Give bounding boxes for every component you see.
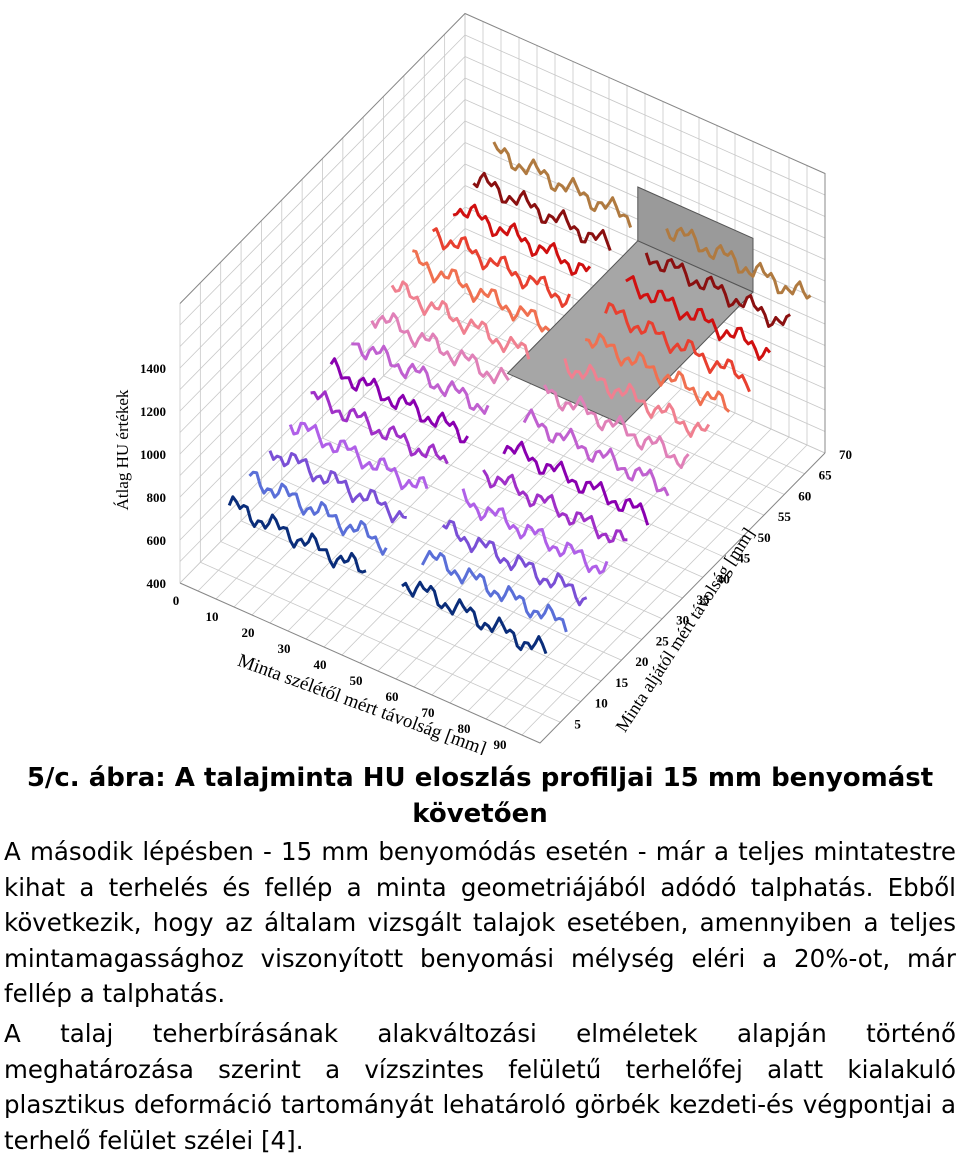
y-tick-label: 25 <box>656 633 670 648</box>
tick-labels: 400 600 800 1000 1200 1400 0 10 20 30 40 50 60 70 80 90… <box>140 361 852 755</box>
floor-grid-line <box>240 520 602 682</box>
profile-curve-right <box>441 519 588 607</box>
profile-curve-left <box>227 495 367 574</box>
profile-curve-left <box>492 141 633 228</box>
profile-curve-left <box>310 390 449 465</box>
profile-curve-left <box>248 470 388 556</box>
profile-curve-right <box>543 384 690 469</box>
wall-grid-line <box>179 185 466 476</box>
profile-curve-left <box>370 312 510 385</box>
profile-curve-left <box>431 227 571 308</box>
body-paragraph: A második lépésben - 15 mm benyomódás es… <box>4 837 956 1008</box>
floor-grid-line <box>363 396 724 557</box>
x-tick-label: 80 <box>458 721 471 736</box>
y-tick-label: 65 <box>819 468 833 483</box>
floor-grid-line <box>220 541 581 702</box>
profile-curve-right <box>461 488 609 575</box>
wall-grid-line <box>464 99 826 260</box>
profile-curve-right <box>644 252 791 328</box>
figure-caption: 5/c. ábra: A talajminta HU eloszlás prof… <box>26 763 934 829</box>
floor-grid-line <box>403 354 765 516</box>
z-tick-label: 1200 <box>140 404 166 419</box>
wall-grid-line <box>179 142 466 433</box>
profile-curve-left <box>472 171 612 252</box>
y-tick-label: 40 <box>717 571 730 586</box>
z-tick-label: 1400 <box>140 361 166 376</box>
profile-curve-right <box>563 358 711 438</box>
wall-grid-line <box>179 228 466 519</box>
floor-grid-line <box>200 561 561 723</box>
z-tick-label: 600 <box>147 533 167 548</box>
floor-grid-line <box>342 416 704 578</box>
wall-grid-line <box>179 271 466 562</box>
y-tick-label: 60 <box>798 488 811 503</box>
profile-curves <box>227 141 812 655</box>
wall-grid-line <box>179 34 466 326</box>
z-tick-label: 400 <box>147 576 167 591</box>
z-axis-label: Átlag HU értékek <box>113 389 132 510</box>
x-tick-label: 50 <box>350 673 363 688</box>
hu-profile-3d-chart: 400 600 800 1000 1200 1400 0 10 20 30 40 50 60 70 80 90… <box>113 12 852 755</box>
floor-grid-line <box>322 437 683 599</box>
wall-grid-line <box>179 77 466 369</box>
y-tick-label: 45 <box>737 551 751 566</box>
wall-grid-line <box>179 163 466 455</box>
z-tick-label: 1000 <box>140 447 166 462</box>
wall-grid-line <box>179 120 466 412</box>
wall-grid-line <box>464 77 826 239</box>
profile-curve-left <box>390 280 531 360</box>
x-tick-label: 0 <box>173 593 180 608</box>
floor-grid-line <box>383 375 744 537</box>
x-tick-label: 30 <box>278 641 291 656</box>
profile-curve-right <box>420 549 568 633</box>
y-tick-label: 55 <box>778 509 792 524</box>
y-tick-label: 70 <box>839 447 852 462</box>
profile-curve-right <box>482 469 628 544</box>
z-tick-label: 800 <box>147 490 167 505</box>
profile-curve-right <box>604 302 751 393</box>
y-tick-label: 15 <box>615 675 629 690</box>
profile-curve-right <box>401 580 548 655</box>
wall-grid-line <box>464 56 826 217</box>
y-tick-label: 5 <box>574 716 581 731</box>
profile-curve-right <box>584 332 731 413</box>
profile-curve-right <box>625 275 772 361</box>
wall-grid-line <box>179 56 466 347</box>
body-paragraph: A talaj teherbírásának alakváltozási elm… <box>4 1019 956 1155</box>
box-edge <box>179 12 826 453</box>
profile-curve-left <box>412 249 551 333</box>
profile-curve-right <box>502 440 650 526</box>
box-edge <box>179 452 826 744</box>
profile-curve-left <box>288 421 429 491</box>
x-tick-label: 100 <box>526 753 546 755</box>
profile-curve-right <box>665 226 812 300</box>
y-tick-label: 30 <box>676 613 689 628</box>
floor-grid-line <box>261 499 622 661</box>
x-tick-label: 70 <box>422 705 435 720</box>
x-tick-label: 90 <box>494 737 507 752</box>
y-tick-label: 20 <box>635 654 648 669</box>
y-tick-label: 35 <box>697 592 711 607</box>
wall-grid-line <box>179 99 466 390</box>
x-tick-label: 20 <box>242 625 255 640</box>
chart-grid <box>179 12 826 744</box>
profile-curve-left <box>329 357 469 444</box>
wall-grid-line <box>464 34 826 196</box>
floor-grid-line <box>281 479 642 640</box>
y-axis-label: Minta aljától mért távolság [mm] <box>612 524 759 735</box>
y-tick-label: 50 <box>758 530 771 545</box>
x-tick-label: 60 <box>386 689 399 704</box>
profile-curve-left <box>268 450 408 524</box>
profile-curve-left <box>452 203 592 276</box>
y-tick-label: 10 <box>595 696 608 711</box>
profile-curve-right <box>522 408 670 497</box>
x-tick-label: 40 <box>314 657 327 672</box>
x-tick-label: 10 <box>206 609 219 624</box>
profile-curve-left <box>351 342 490 415</box>
floor-grid-line <box>301 458 663 620</box>
